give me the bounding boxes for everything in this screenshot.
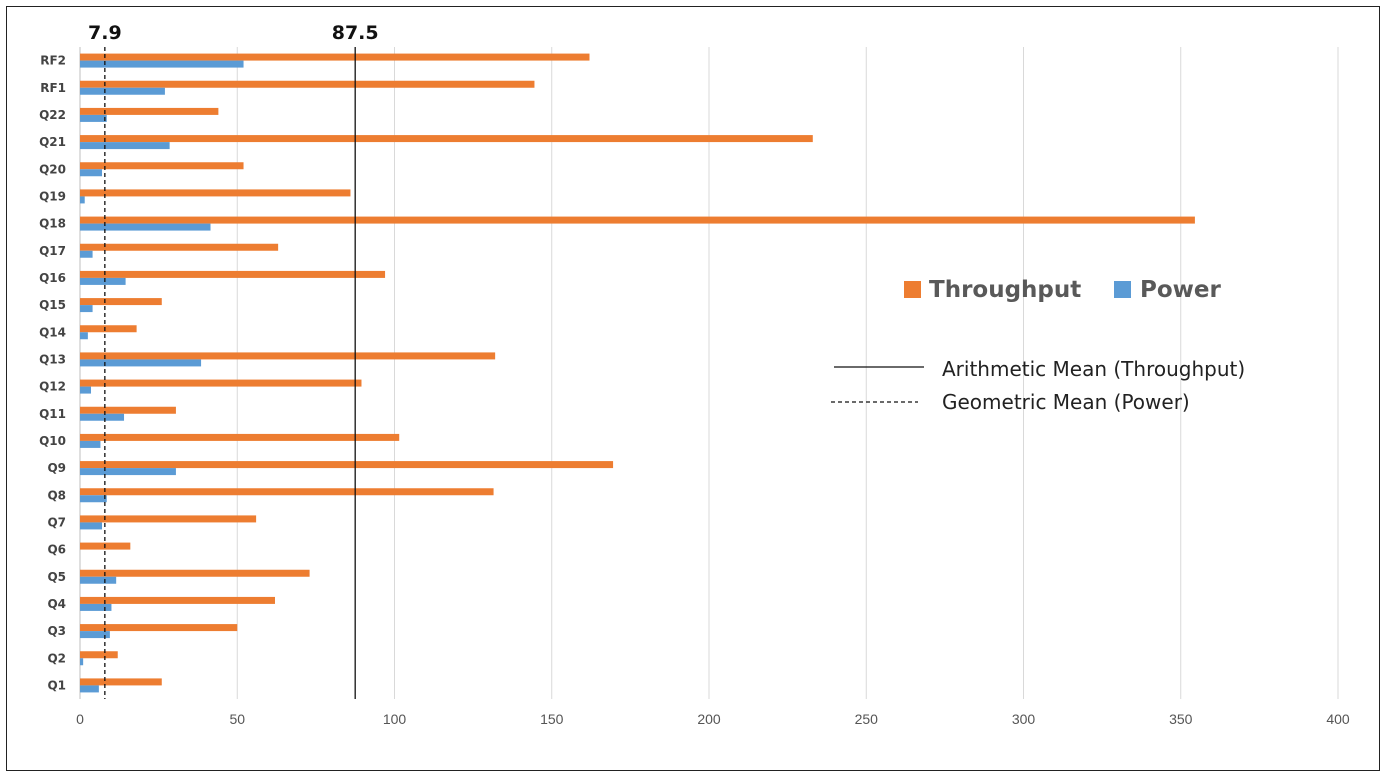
bar-throughput [80,298,162,306]
bar-power [80,142,170,150]
bar-throughput [80,80,535,88]
category-label: Q7 [47,515,66,529]
category-label: RF2 [40,54,66,68]
category-label: Q14 [39,325,66,339]
bar-throughput [80,135,813,143]
bar-power [80,332,88,340]
x-tick-label: 150 [540,711,564,727]
category-label: Q12 [39,380,66,394]
bar-throughput [80,515,257,523]
category-label: Q2 [47,651,66,665]
x-tick-label: 100 [383,711,407,727]
category-label: Q1 [47,678,66,692]
category-label: Q11 [39,407,66,421]
category-label: Q13 [39,352,66,366]
category-label: Q18 [39,217,66,231]
category-label: Q16 [39,271,66,285]
chart-canvas: 0 50 100 150 200 250 300 350 400 Q1 Q2 Q3 Q4 Q5 Q6 Q7 Q8… [39,22,1350,727]
bar-power [80,468,176,476]
bar-power [80,685,99,693]
bar-power [80,169,103,177]
bar-power [80,522,103,530]
x-tick-label: 250 [855,711,879,727]
bar-throughput [80,624,238,632]
bar-power [80,603,112,611]
bar-throughput [80,216,1195,224]
bar-throughput [80,433,400,441]
bar-throughput [80,596,275,604]
bar-throughput [80,678,162,686]
legend-swatch-throughput [904,281,921,298]
bar-power [80,114,107,122]
bar-power [80,250,93,258]
reference-lines: 87.5 7.9 [88,22,379,699]
bar-throughput [80,379,362,387]
category-label: Q4 [47,597,66,611]
bar-throughput [80,189,351,197]
reference-legend: Arithmetic Mean (Throughput) Geometric M… [831,357,1245,414]
bar-throughput [80,325,137,333]
bar-throughput [80,270,386,278]
category-label: Q5 [47,570,66,584]
category-label: Q15 [39,298,66,312]
x-tick-label: 400 [1326,711,1350,727]
bar-power [80,223,211,231]
category-label: Q17 [39,244,66,258]
series-legend: Throughput Power [904,277,1222,303]
bar-power [80,440,101,448]
bar-throughput [80,352,496,360]
x-tick-label: 300 [1012,711,1036,727]
bar-power [80,576,117,584]
bar-throughput [80,651,118,659]
bar-power [80,277,126,285]
bar-throughput [80,406,176,414]
bar-power [80,60,244,68]
bar-power [80,495,107,503]
bar-power [80,658,84,666]
legend-swatch-power [1114,281,1131,298]
bar-power [80,413,125,421]
bar-throughput [80,488,494,496]
category-label: Q9 [47,461,66,475]
gridlines [236,47,1339,699]
category-label: RF1 [40,81,66,95]
category-label: Q6 [47,543,66,557]
axes: 0 50 100 150 200 250 300 350 400 Q1 Q2 Q3 Q4 Q5 Q6 Q7 Q8… [39,47,1350,727]
bars [80,53,1195,693]
bar-throughput [80,53,590,61]
bar-throughput [80,243,279,251]
category-label: Q3 [47,624,66,638]
category-label: Q22 [39,108,66,122]
category-label: Q8 [47,488,66,502]
x-tick-label: 50 [229,711,245,727]
bar-power [80,386,92,394]
category-label: Q19 [39,189,66,203]
bar-power [80,305,93,313]
category-label: Q20 [39,162,66,176]
category-label: Q21 [39,135,66,149]
reference-line-label: 7.9 [88,22,122,44]
bar-throughput [80,162,244,170]
reference-line-label: 87.5 [332,22,379,44]
bar-power [80,196,85,204]
bar-throughput [80,107,219,115]
chart-frame: 0 50 100 150 200 250 300 350 400 Q1 Q2 Q3 Q4 Q5 Q6 Q7 Q8… [6,6,1380,771]
x-tick-label: 350 [1169,711,1193,727]
x-tick-label: 200 [697,711,721,727]
legend-label-throughput: Throughput [929,277,1081,303]
x-tick-label: 0 [76,711,84,727]
legend-label-geometric-mean: Geometric Mean (Power) [942,390,1190,414]
bar-power [80,359,202,367]
legend-label-arithmetic-mean: Arithmetic Mean (Throughput) [942,357,1245,381]
bar-power [80,631,110,639]
bar-throughput [80,569,310,577]
legend-label-power: Power [1140,277,1222,303]
bar-power [80,87,165,95]
bar-throughput [80,461,614,469]
category-label: Q10 [39,434,66,448]
